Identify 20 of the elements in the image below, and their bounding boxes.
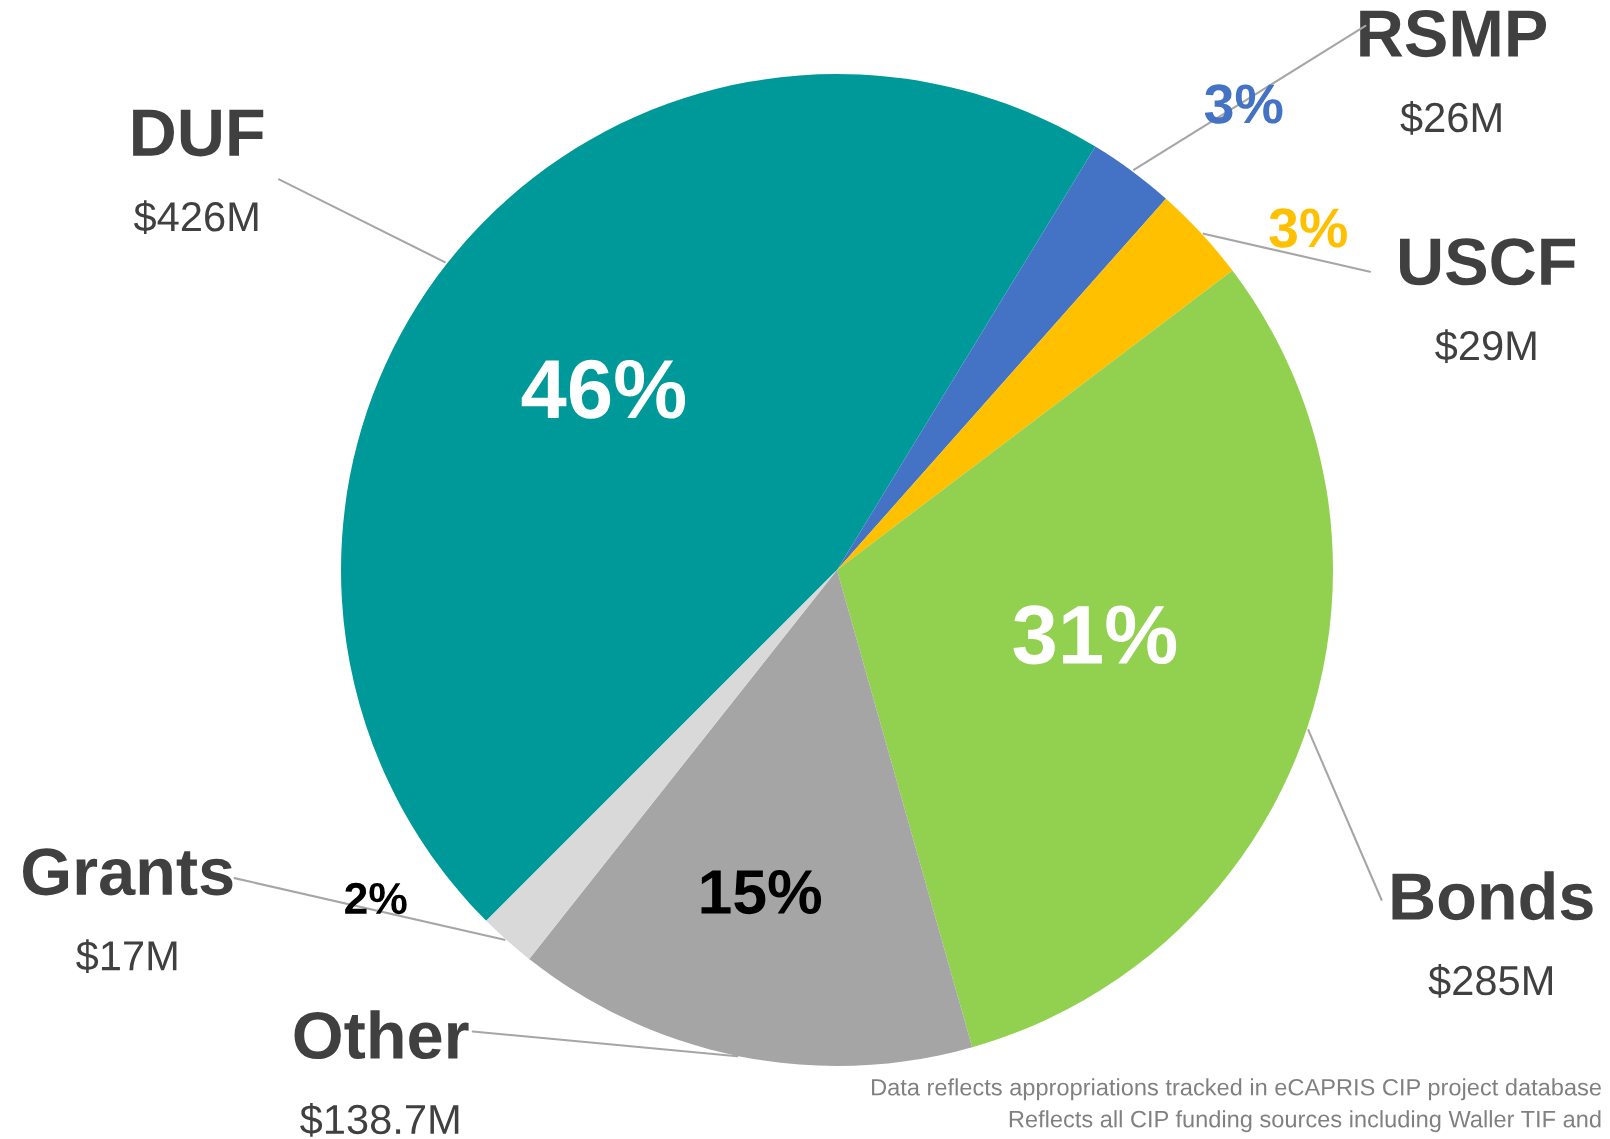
- data-label: $426M: [133, 200, 258, 234]
- slice-label: DUF: [133, 109, 264, 157]
- data-label: $17M: [76, 939, 177, 974]
- text: 3%: [1269, 208, 1347, 248]
- text: Reflects all CIP funding sources including Waller TIF and: [1009, 1110, 1601, 1133]
- text: 15%: [701, 870, 822, 915]
- text: Data reflects appropriations tracked in eCAPRIS CIP project database: [872, 1078, 1601, 1101]
- text: 3%: [1204, 84, 1283, 124]
- slice-label: USCF: [1400, 238, 1576, 286]
- slice-label: Grants: [23, 848, 233, 896]
- text: 2%: [345, 882, 407, 915]
- slice-label: RSMP: [1360, 9, 1547, 58]
- data-label: $285M: [1428, 964, 1553, 998]
- slice-label: Bonds: [1392, 871, 1593, 921]
- data-label: $138.7M: [300, 1102, 459, 1137]
- data-label: $26M: [1400, 101, 1501, 135]
- data-label: $29M: [1435, 329, 1536, 363]
- text: 46%: [521, 359, 686, 419]
- slice-label: Other: [294, 1010, 469, 1060]
- text: 31%: [1013, 605, 1177, 665]
